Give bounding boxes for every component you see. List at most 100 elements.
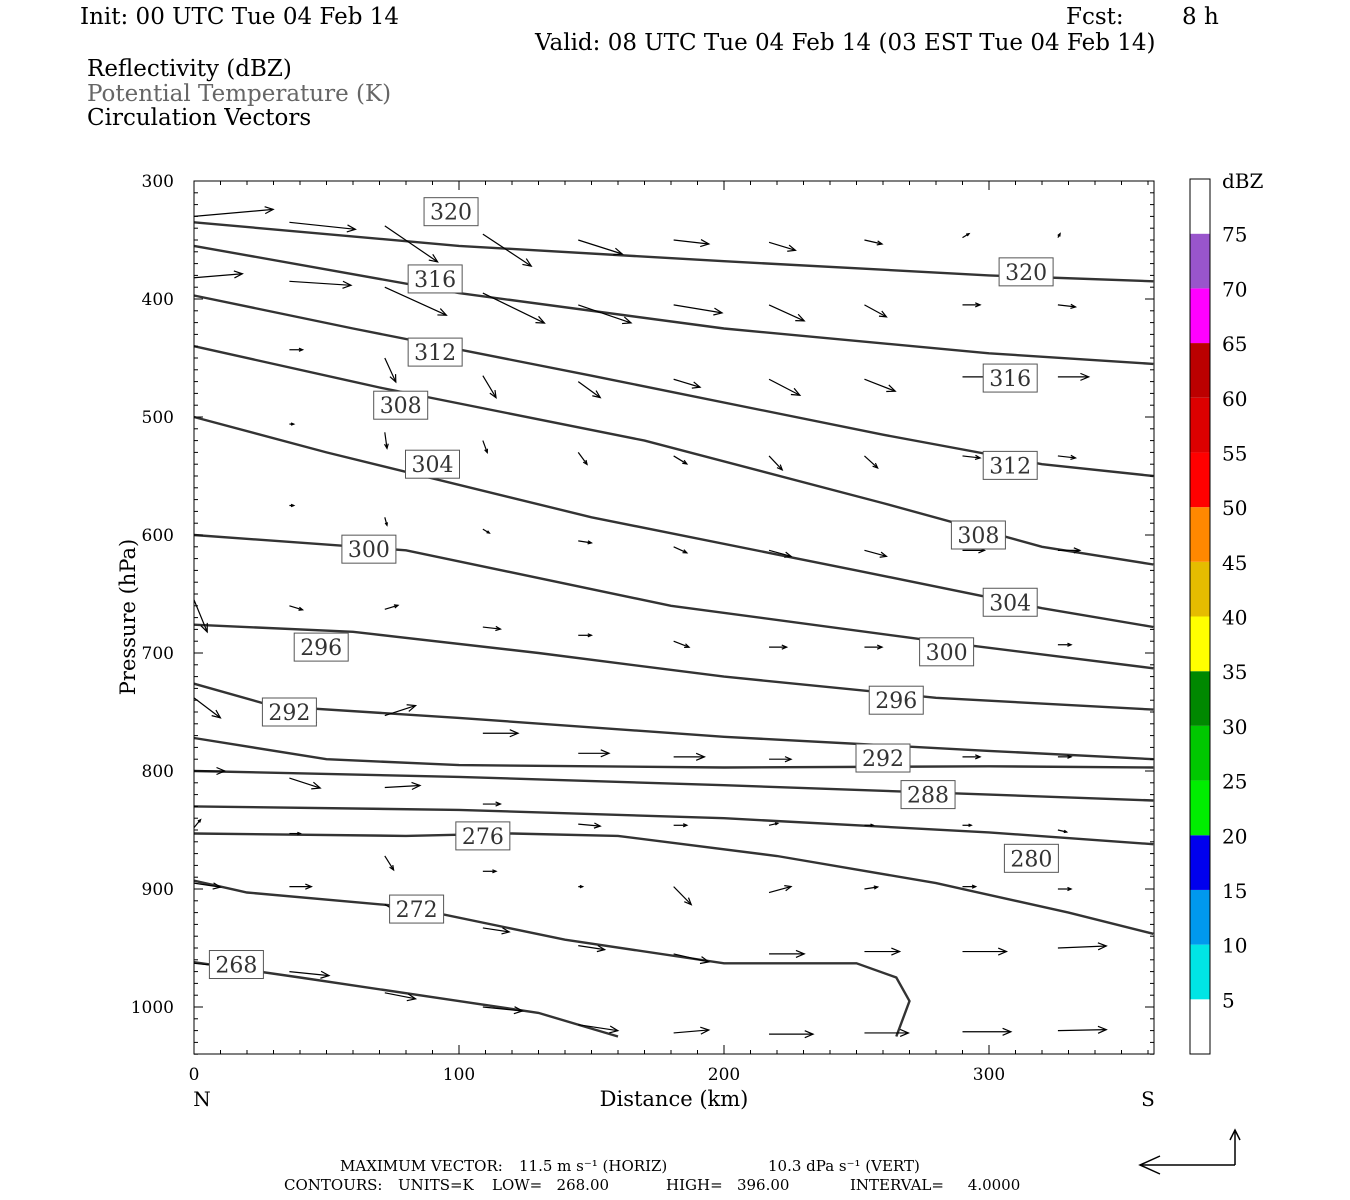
vector-shaft	[578, 239, 623, 255]
colorbar-segment	[1190, 889, 1210, 945]
circulation-vector	[1057, 886, 1073, 892]
colorbar-segment	[1190, 616, 1210, 672]
circulation-vector	[289, 970, 331, 979]
vector-head	[346, 224, 357, 233]
max-vector-horizontal: 11.5 m s⁻¹ (HORIZ)	[519, 1157, 668, 1175]
vector-head	[713, 307, 724, 316]
vector-head	[886, 384, 897, 393]
isentrope-label-box	[998, 257, 1054, 287]
vector-shaft	[673, 455, 688, 465]
isentrope-label: 312	[407, 337, 463, 367]
circulation-vector	[482, 528, 491, 534]
circulation-vector	[193, 818, 202, 829]
isentrope-label-text: 268	[215, 954, 257, 979]
vector-shaft	[673, 886, 692, 906]
contours-units: UNITS=K	[398, 1176, 474, 1194]
vector-head	[876, 644, 884, 650]
contours-label: CONTOURS:	[284, 1176, 383, 1194]
isentrope-line	[193, 879, 911, 1037]
isentrope-label: 308	[950, 520, 1006, 550]
vector-head	[691, 381, 702, 389]
circulation-vector	[673, 886, 693, 906]
y-tick-label: 500	[142, 408, 174, 428]
vector-head	[501, 927, 511, 935]
vector-head	[1070, 454, 1078, 461]
colorbar-unit-label: dBZ	[1222, 169, 1264, 193]
vector-head	[389, 864, 395, 872]
circulation-vector	[578, 749, 611, 758]
vector-head	[682, 823, 689, 828]
vector-shaft	[768, 241, 796, 251]
circulation-vector	[768, 241, 797, 252]
isentrope-label-text: 316	[414, 268, 456, 293]
vector-head	[320, 970, 331, 979]
circulation-vector	[578, 304, 633, 325]
plot-frame	[193, 180, 1155, 1055]
circulation-vector	[673, 455, 689, 465]
isentrope-label-text: 292	[268, 701, 310, 726]
vector-head	[411, 781, 422, 791]
vector-head	[1080, 372, 1091, 381]
y-tick-label: 400	[142, 290, 174, 310]
circulation-vector	[1057, 642, 1073, 647]
vector-head	[891, 947, 902, 956]
vector-head	[695, 752, 706, 761]
vector-head	[781, 644, 789, 650]
circulation-vector	[482, 801, 502, 807]
isentrope-label-box	[950, 520, 1006, 550]
isentrope-label-box	[208, 950, 264, 980]
vector-shaft	[384, 432, 388, 449]
vector-shaft	[578, 1024, 618, 1032]
vector-shaft	[193, 208, 274, 217]
colorbar-segment	[1190, 944, 1210, 1000]
vector-head	[297, 831, 302, 836]
colorbar-level-label: 5	[1222, 988, 1235, 1012]
vector-head	[787, 244, 797, 252]
vector-head	[587, 633, 593, 638]
vector-head	[700, 1026, 711, 1035]
isentrope-label-text: 300	[926, 641, 968, 666]
circulation-vector	[289, 221, 357, 233]
circulation-vector	[577, 381, 602, 399]
vector-shaft	[384, 286, 447, 316]
circulation-vector	[864, 885, 880, 890]
isentrope-label-text: 312	[414, 341, 456, 366]
isentrope-label: 320	[998, 257, 1054, 287]
vector-shaft	[482, 375, 497, 399]
vector-shaft	[482, 292, 545, 324]
circulation-vector	[482, 869, 498, 874]
vector-head	[1070, 303, 1078, 309]
colorbar-frame	[1189, 178, 1211, 1055]
circulation-vector	[1057, 454, 1078, 461]
vector-head	[684, 643, 691, 648]
x-tick-label: 300	[973, 1065, 1005, 1085]
vector-head	[290, 422, 296, 426]
circulation-vector	[482, 1006, 524, 1015]
vector-head	[509, 729, 520, 738]
circulation-vector	[384, 286, 448, 316]
colorbar-level-label: 15	[1222, 879, 1247, 903]
vector-shaft	[864, 378, 896, 392]
circulation-vector	[578, 822, 602, 829]
vector-head	[216, 766, 227, 776]
vector-head	[784, 885, 793, 892]
axis-ticks	[193, 180, 1154, 1055]
isentrope-label-text: 300	[348, 538, 390, 563]
circulation-vector	[289, 347, 305, 352]
vector-head	[870, 823, 875, 828]
x-tick-label: 100	[443, 1065, 475, 1085]
circulation-vector	[673, 752, 706, 761]
circulation-vector	[1057, 303, 1078, 309]
vector-shaft	[289, 280, 352, 286]
max-vector-vertical: 10.3 dPa s⁻¹ (VERT)	[768, 1157, 920, 1175]
vector-head	[233, 270, 244, 279]
circulation-vector	[962, 454, 982, 461]
contours-high: HIGH= 396.00	[666, 1176, 790, 1194]
circulation-vector	[384, 225, 439, 263]
isentrope-line	[193, 623, 1154, 711]
field-potential-temperature-label: Potential Temperature (K)	[87, 81, 392, 107]
vector-shaft	[1057, 1029, 1107, 1032]
forecast-hour: 8 h	[1182, 4, 1219, 30]
circulation-vector	[864, 823, 875, 828]
vector-shaft	[768, 885, 792, 894]
